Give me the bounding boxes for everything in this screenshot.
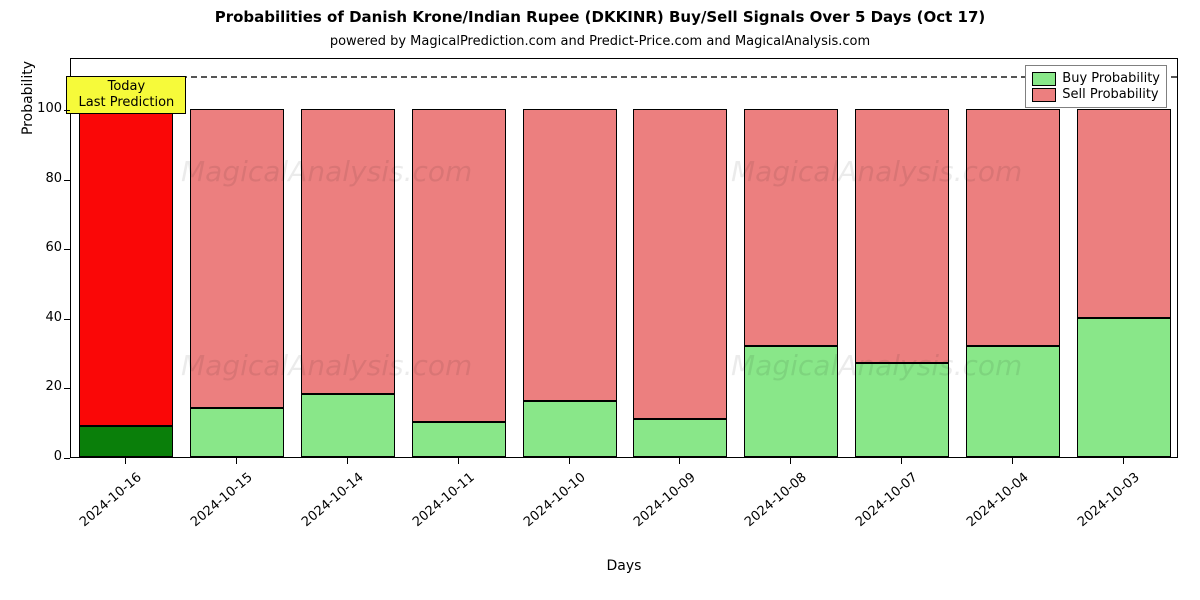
xtick-mark xyxy=(1012,458,1013,464)
ytick-mark xyxy=(64,110,70,111)
bar-sell xyxy=(855,109,949,363)
legend-swatch xyxy=(1032,72,1056,86)
xtick-label: 2024-10-08 xyxy=(724,470,810,546)
bar-sell xyxy=(523,109,617,401)
bar-sell xyxy=(301,109,395,394)
ytick-label: 0 xyxy=(22,449,62,464)
legend-entry: Sell Probability xyxy=(1032,87,1160,102)
reference-line xyxy=(71,76,1177,78)
plot-area: Today Last Prediction MagicalAnalysis.co… xyxy=(70,58,1178,458)
today-annotation: Today Last Prediction xyxy=(66,76,186,115)
bar-sell xyxy=(966,109,1060,346)
bar-buy xyxy=(633,419,727,457)
bar-sell xyxy=(412,109,506,422)
bar-sell xyxy=(633,109,727,419)
ytick-label: 40 xyxy=(22,310,62,325)
bar-buy xyxy=(744,346,838,457)
ytick-mark xyxy=(64,458,70,459)
chart-subtitle: powered by MagicalPrediction.com and Pre… xyxy=(0,34,1200,49)
xtick-label: 2024-10-10 xyxy=(502,470,588,546)
xtick-mark xyxy=(569,458,570,464)
legend-label: Buy Probability xyxy=(1062,71,1160,86)
xtick-label: 2024-10-15 xyxy=(170,470,256,546)
figure: Probabilities of Danish Krone/Indian Rup… xyxy=(0,0,1200,600)
xtick-mark xyxy=(1123,458,1124,464)
bar-group xyxy=(633,57,727,457)
bar-buy xyxy=(412,422,506,457)
bar-group xyxy=(412,57,506,457)
bar-buy xyxy=(1077,318,1171,457)
bar-buy xyxy=(523,401,617,457)
xtick-mark xyxy=(347,458,348,464)
bar-buy xyxy=(966,346,1060,457)
annotation-line1: Today xyxy=(108,79,146,94)
bar-group xyxy=(744,57,838,457)
bar-sell xyxy=(1077,109,1171,318)
ytick-mark xyxy=(64,249,70,250)
xtick-mark xyxy=(790,458,791,464)
bar-sell xyxy=(190,109,284,408)
bar-group xyxy=(855,57,949,457)
legend: Buy ProbabilitySell Probability xyxy=(1025,65,1167,108)
xtick-mark xyxy=(458,458,459,464)
legend-swatch xyxy=(1032,88,1056,102)
bar-sell xyxy=(79,109,173,426)
ytick-mark xyxy=(64,319,70,320)
xtick-mark xyxy=(125,458,126,464)
bar-group xyxy=(190,57,284,457)
ytick-mark xyxy=(64,388,70,389)
legend-label: Sell Probability xyxy=(1062,87,1158,102)
bar-group xyxy=(79,57,173,457)
xtick-label: 2024-10-09 xyxy=(613,470,699,546)
bar-group xyxy=(966,57,1060,457)
bar-buy xyxy=(79,426,173,457)
xtick-label: 2024-10-16 xyxy=(59,470,145,546)
xtick-mark xyxy=(901,458,902,464)
bar-buy xyxy=(301,394,395,457)
bar-group xyxy=(523,57,617,457)
bar-buy xyxy=(190,408,284,457)
chart-title: Probabilities of Danish Krone/Indian Rup… xyxy=(0,8,1200,26)
ytick-label: 20 xyxy=(22,379,62,394)
bar-buy xyxy=(855,363,949,457)
bar-group xyxy=(301,57,395,457)
annotation-line2: Last Prediction xyxy=(79,95,175,110)
xtick-label: 2024-10-03 xyxy=(1056,470,1142,546)
xtick-label: 2024-10-11 xyxy=(391,470,477,546)
ytick-mark xyxy=(64,180,70,181)
legend-entry: Buy Probability xyxy=(1032,71,1160,86)
xtick-label: 2024-10-07 xyxy=(834,470,920,546)
bar-group xyxy=(1077,57,1171,457)
xtick-mark xyxy=(236,458,237,464)
xtick-label: 2024-10-14 xyxy=(280,470,366,546)
xtick-mark xyxy=(679,458,680,464)
x-axis-label: Days xyxy=(70,558,1178,574)
xtick-label: 2024-10-04 xyxy=(945,470,1031,546)
y-axis-label: Probability xyxy=(20,0,36,298)
bar-sell xyxy=(744,109,838,346)
